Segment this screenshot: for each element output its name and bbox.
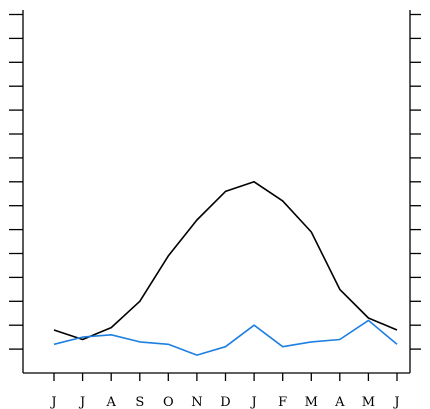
axes xyxy=(22,10,411,374)
right-ticks xyxy=(410,13,421,350)
x-tick-label: M xyxy=(362,395,375,409)
series-line-2 xyxy=(53,319,398,356)
series-line-1 xyxy=(53,181,398,341)
x-tick-label: A xyxy=(106,395,117,409)
x-tick-label: O xyxy=(163,395,174,409)
x-tick-label: J xyxy=(392,395,399,409)
left-ticks xyxy=(9,13,23,350)
series-group xyxy=(53,181,398,356)
x-tick-label: A xyxy=(334,395,345,409)
x-tick-label: F xyxy=(278,395,287,409)
x-tick-label: J xyxy=(249,395,256,409)
x-tick-label: N xyxy=(191,395,202,409)
x-tick-label: D xyxy=(220,395,230,409)
x-tick-label: J xyxy=(78,395,85,409)
x-tick-label: M xyxy=(305,395,318,409)
x-tick-label: J xyxy=(49,395,56,409)
x-ticks xyxy=(53,373,398,381)
x-tick-label: S xyxy=(135,395,144,409)
